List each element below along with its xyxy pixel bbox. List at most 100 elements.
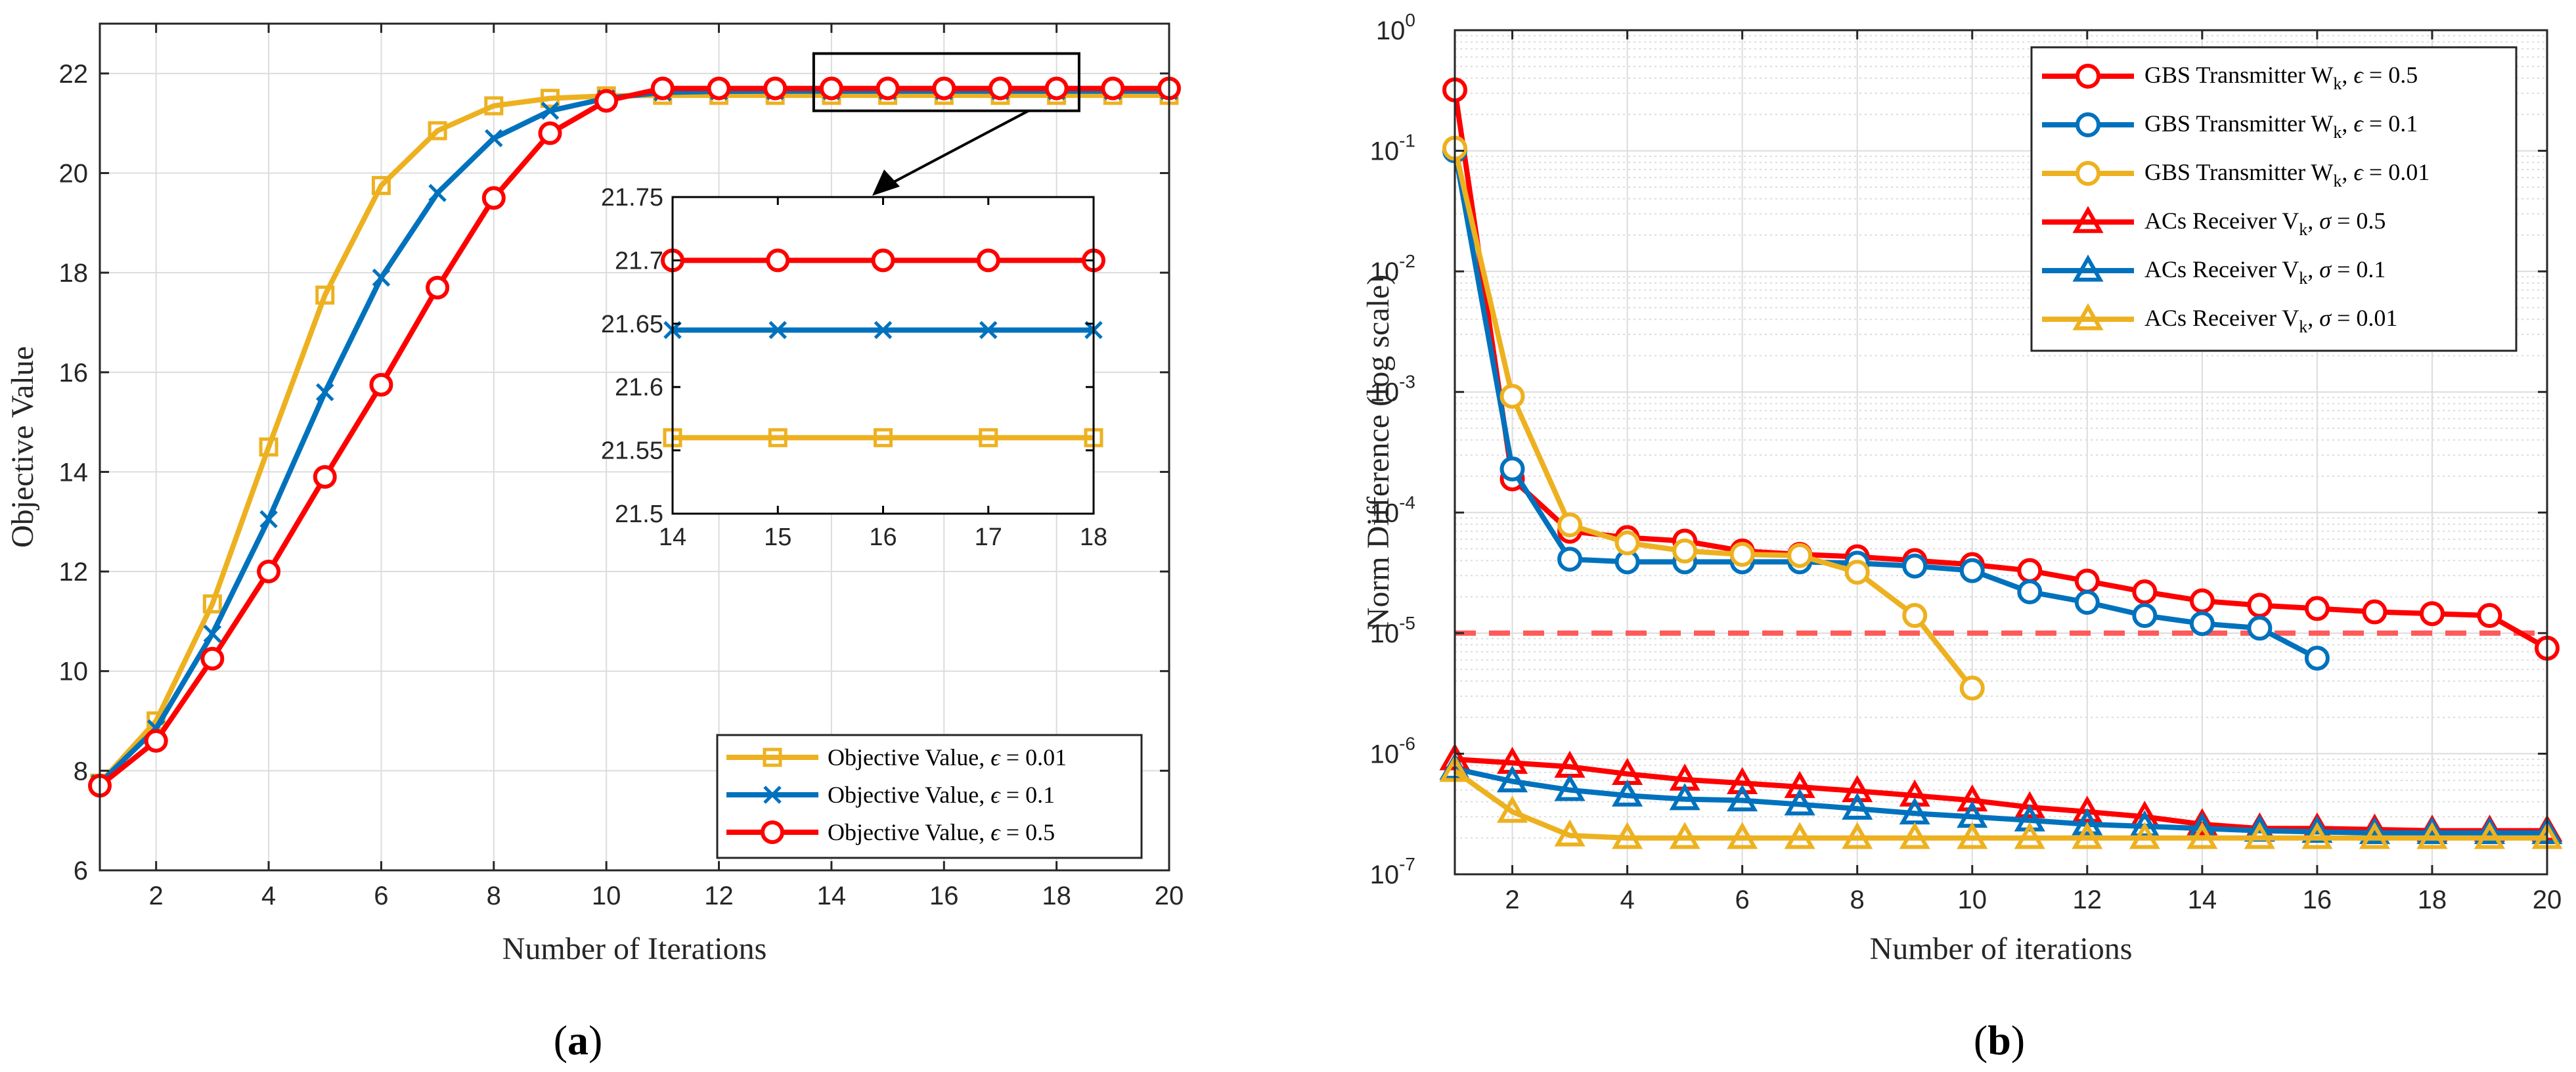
y-tick-label-14: 14 (59, 458, 89, 487)
legend-swatch-marker (2076, 64, 2100, 89)
legend-label-value: = 0.01 (2363, 159, 2430, 185)
data-point-b-5-7 (1842, 822, 1873, 849)
y-axis-label-a: Objective Value (5, 346, 40, 548)
inset-data-point-1-14 (768, 321, 788, 340)
data-point-b-2-1 (1499, 384, 1525, 409)
legend-box-b (2030, 46, 2518, 352)
data-point-a-1-5 (372, 268, 391, 287)
data-point-b-5-11 (2072, 822, 2103, 849)
legend-label-separator: , (2342, 62, 2353, 88)
legend-label-symbol: σ (2319, 305, 2332, 331)
data-point-b-5-13 (2187, 822, 2218, 849)
inset-chart: 14 15 16 17 18 21.5 21.55 21.6 21.65 21.7 21.75 (601, 184, 1107, 551)
inset-data-point-2-16 (976, 248, 1000, 273)
legend-label-separator: , (2307, 305, 2319, 331)
caption-close: ) (588, 1017, 602, 1063)
inset-y-tick-label-2: 21.6 (615, 374, 663, 401)
inset-x-tick-label-18: 18 (1080, 524, 1107, 551)
legend-label-subscript: k (2333, 74, 2342, 93)
data-point-b-5-15 (2301, 822, 2333, 849)
data-point-a-2-11 (707, 76, 731, 100)
data-point-b-5-3 (1612, 822, 1643, 849)
data-point-b-4-7 (1842, 792, 1873, 820)
y-tick-base: 10 (1370, 499, 1400, 527)
data-point-a-2-16 (988, 76, 1012, 100)
data-point-a-0-5 (371, 175, 391, 195)
y-tick-label-10: 10 (59, 658, 89, 686)
legend-label-b-5: ACs Receiver Vk, σ = 0.01 (2144, 305, 2397, 336)
legend-label-prefix: Objective Value, (828, 744, 990, 770)
data-point-b-1-8 (1902, 553, 1928, 579)
x-tick-label-2: 2 (1505, 885, 1519, 914)
data-point-b-0-13 (2189, 588, 2215, 614)
data-point-b-5-9 (1957, 822, 1988, 849)
legend-label-symbol: ϵ (2353, 159, 2364, 185)
data-point-a-2-12 (763, 76, 788, 100)
data-point-b-4-5 (1727, 784, 1758, 812)
plot-area-b (1454, 29, 2548, 876)
zoom-box (812, 52, 1080, 112)
legend-label-prefix: GBS Transmitter W (2144, 62, 2333, 88)
x-tick-label-20: 20 (2533, 885, 2562, 914)
legend-label-symbol: ϵ (990, 744, 1001, 770)
data-point-b-1-10 (2017, 579, 2043, 604)
legend-label-a-0: Objective Value, ϵ = 0.01 (828, 744, 1067, 770)
y-tick-exponent: -5 (1399, 613, 1415, 633)
series-line-b-2 (1452, 147, 1974, 690)
data-point-b-1-13 (2189, 611, 2215, 636)
data-point-a-1-8-stroke-b (541, 101, 560, 120)
data-point-a-0-2 (202, 594, 222, 614)
data-point-a-1-6-stroke-b (428, 184, 447, 202)
y-tick-label-12: 12 (59, 558, 89, 587)
y-tick-label-0: 100 (1376, 10, 1415, 45)
legend-label-symbol: σ (2319, 256, 2332, 282)
legend-label-separator: , (2307, 256, 2319, 282)
inset-data-point-1-16 (979, 321, 998, 340)
y-tick-base: 10 (1370, 137, 1400, 166)
series-line-b-5 (1453, 769, 2547, 841)
legend-label-value: = 0.01 (2331, 305, 2397, 331)
data-point-a-1-2-stroke-b (203, 625, 222, 643)
data-point-b-2-7 (1844, 560, 1870, 585)
x-tick-label-6: 6 (1735, 885, 1750, 914)
legend-label-subscript: k (2299, 269, 2307, 288)
x-axis-label-a: Number of Iterations (502, 931, 767, 966)
data-point-b-5-8 (1899, 822, 1930, 849)
inset-data-point-2-14 (766, 248, 790, 273)
legend-label-b-2: GBS Transmitter Wk, ϵ = 0.01 (2144, 159, 2430, 190)
legend-swatch-marker (763, 786, 782, 804)
legend-label-subscript: k (2333, 123, 2342, 142)
caption-letter: b (1988, 1017, 2011, 1063)
data-point-b-5-2 (1554, 819, 1586, 847)
data-point-b-1-1 (1499, 456, 1525, 481)
data-point-a-2-1 (144, 728, 168, 753)
data-point-b-0-17 (2419, 601, 2445, 627)
data-point-b-0-18 (2477, 603, 2502, 629)
legend-label-value: = 0.5 (2363, 62, 2418, 88)
x-tick-label-18: 18 (2418, 885, 2447, 914)
legend-label-a-2: Objective Value, ϵ = 0.5 (828, 819, 1055, 845)
y-tick-base: 10 (1370, 378, 1400, 407)
y-tick-base: 10 (1376, 16, 1406, 45)
data-point-a-1-5-stroke-b (372, 268, 391, 287)
plot-area-a (99, 22, 1170, 872)
data-point-a-2-17 (1044, 76, 1069, 100)
data-point-a-2-18 (1101, 76, 1125, 100)
x-tick-label-4: 4 (261, 882, 276, 910)
y-tick-label-20: 20 (59, 159, 89, 188)
data-point-b-4-1 (1496, 765, 1528, 793)
data-point-b-4-16 (2359, 816, 2390, 844)
y-tick-label-18: 18 (59, 259, 89, 288)
inset-plot-area (671, 196, 1095, 515)
data-point-b-2-3 (1614, 530, 1640, 556)
data-point-b-0-10 (2017, 558, 2043, 583)
y-tick-base: 10 (1370, 860, 1400, 889)
data-point-b-2-2 (1557, 512, 1583, 538)
data-point-b-5-4 (1669, 822, 1700, 849)
y-tick-exponent: -4 (1399, 492, 1415, 512)
legend-swatch-marker (2076, 112, 2100, 137)
data-point-b-3-13 (2187, 808, 2218, 836)
data-point-b-1-15 (2304, 645, 2330, 671)
data-point-a-1-8 (541, 101, 560, 120)
